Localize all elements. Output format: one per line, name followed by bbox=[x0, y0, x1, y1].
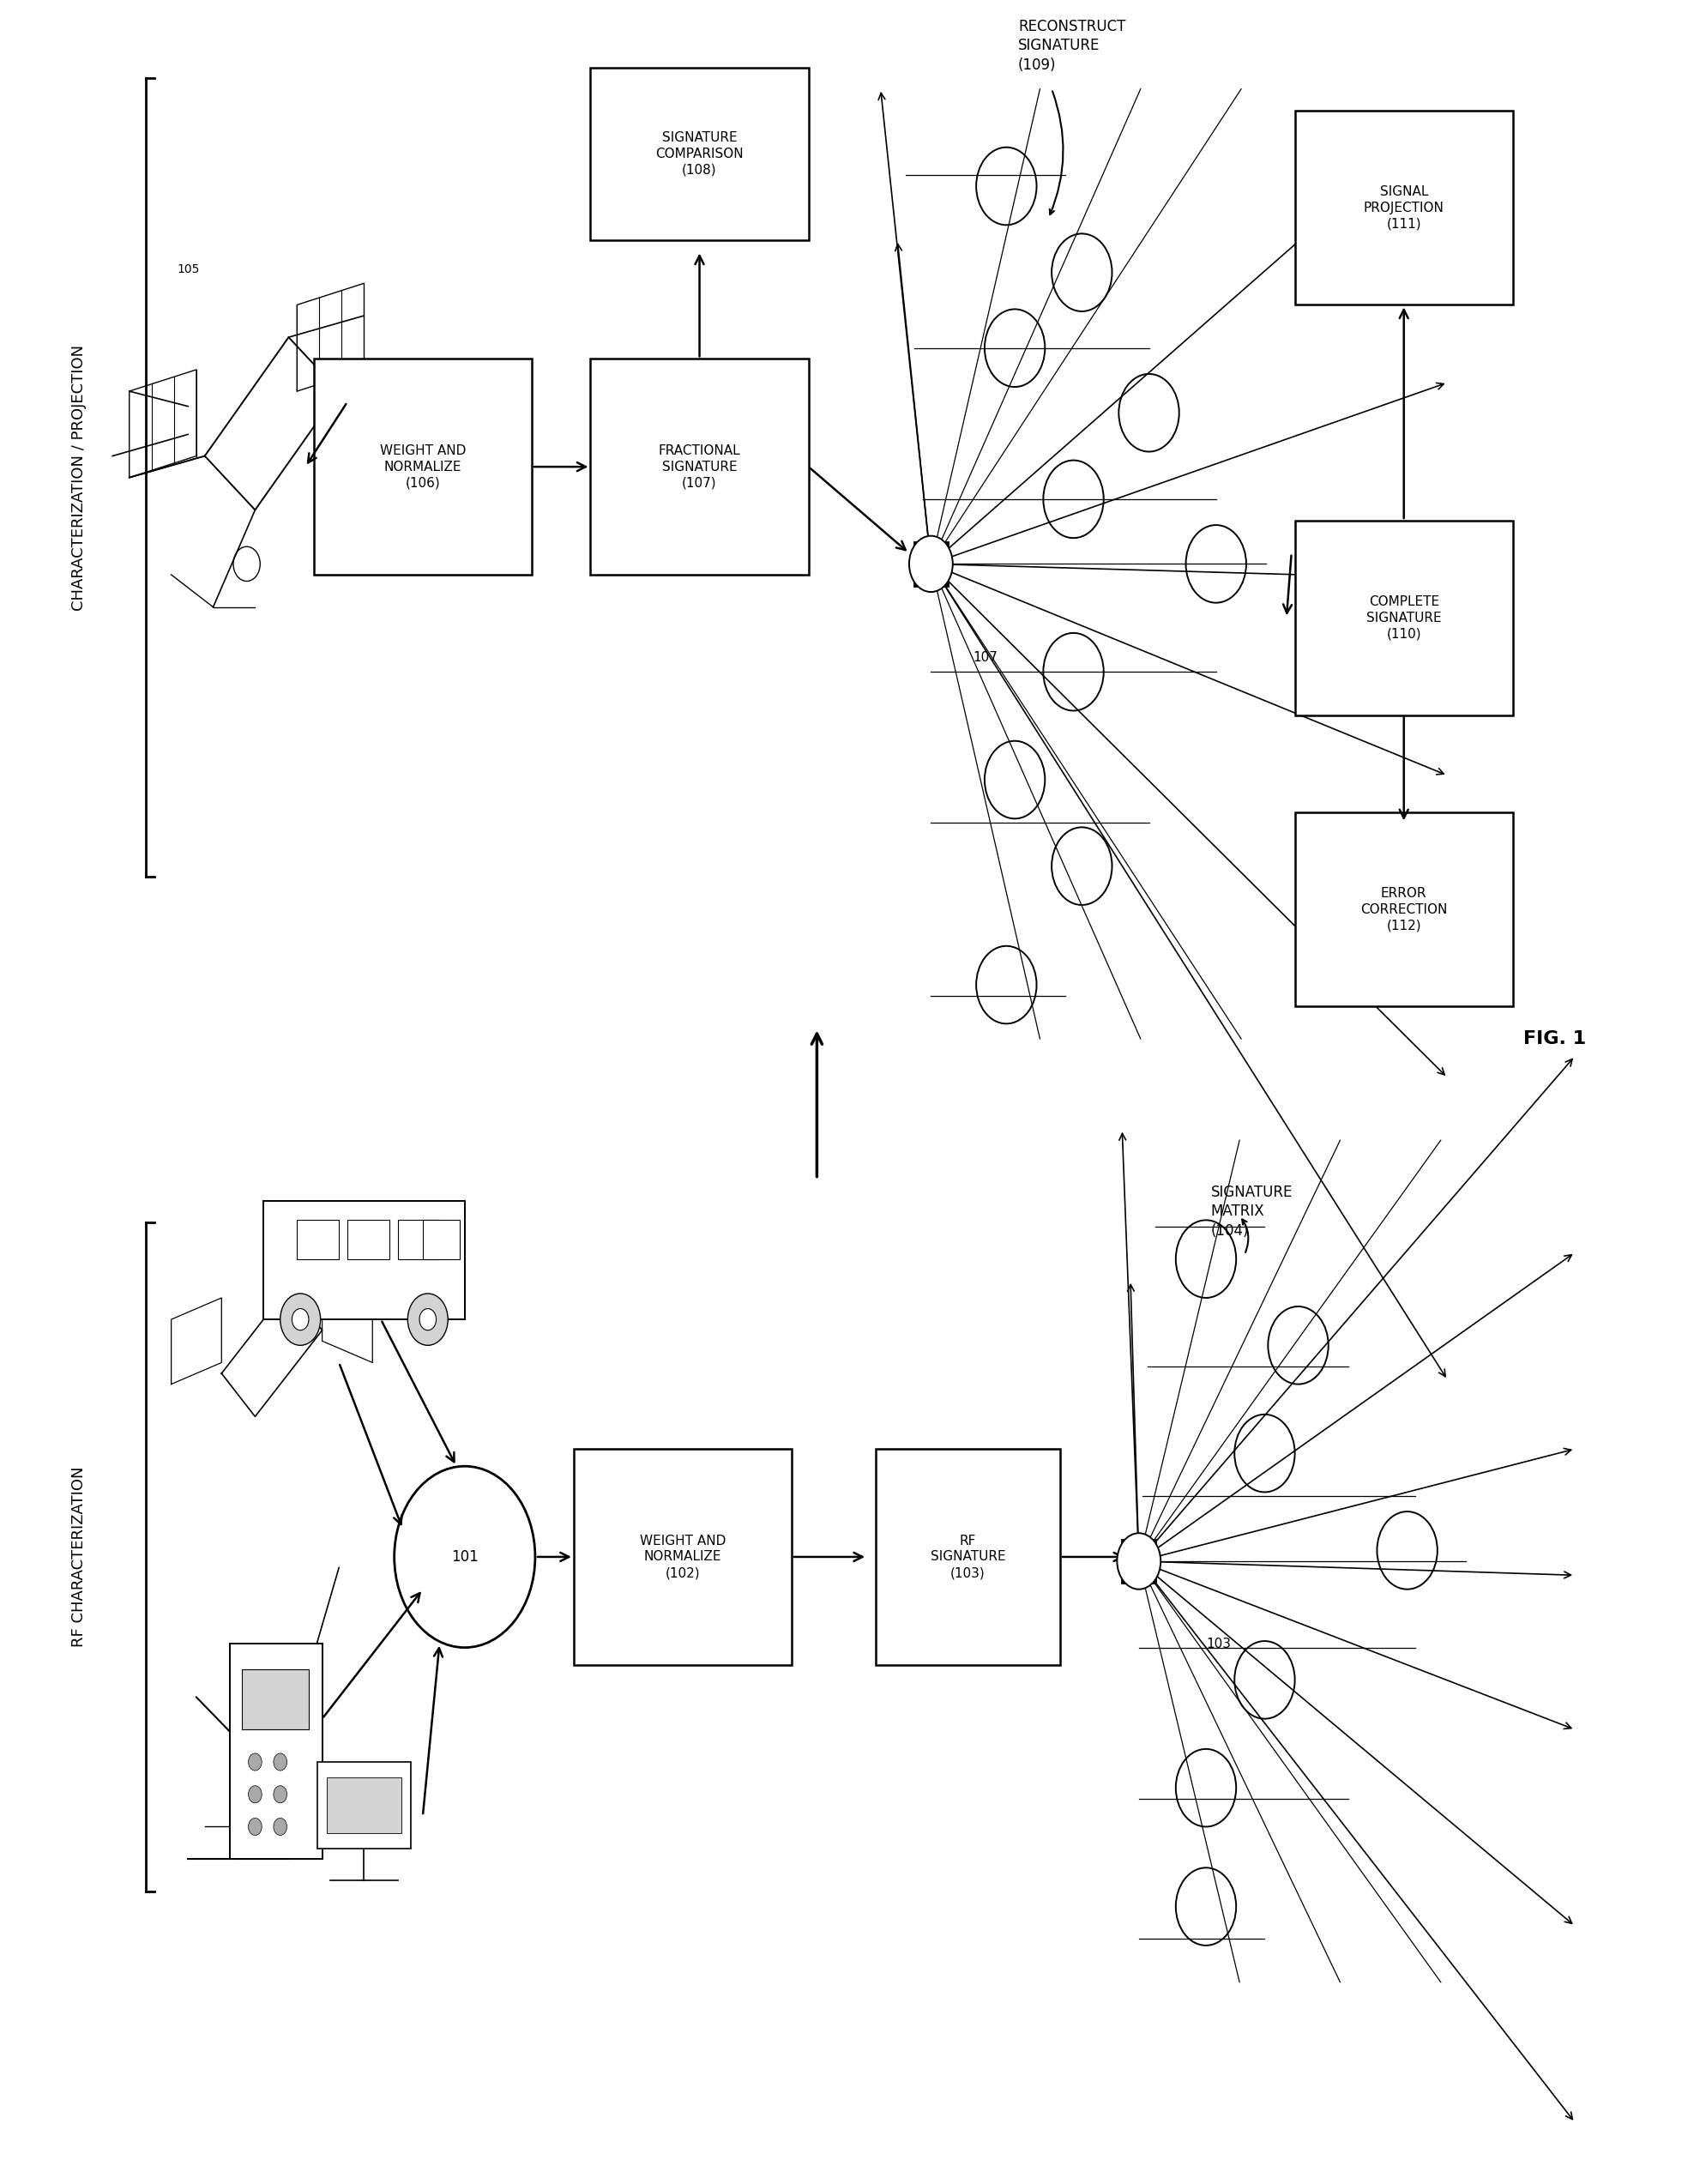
Text: ERROR
CORRECTION
(112): ERROR CORRECTION (112) bbox=[1360, 887, 1447, 933]
FancyBboxPatch shape bbox=[241, 1669, 309, 1730]
Text: RF
SIGNATURE
(103): RF SIGNATURE (103) bbox=[930, 1535, 1005, 1579]
FancyBboxPatch shape bbox=[573, 1448, 791, 1664]
FancyBboxPatch shape bbox=[590, 68, 807, 240]
FancyBboxPatch shape bbox=[1294, 520, 1511, 714]
Circle shape bbox=[274, 1754, 287, 1771]
Circle shape bbox=[292, 1308, 309, 1330]
FancyBboxPatch shape bbox=[264, 1201, 464, 1319]
FancyBboxPatch shape bbox=[913, 542, 947, 585]
Circle shape bbox=[248, 1754, 262, 1771]
Polygon shape bbox=[221, 1286, 321, 1417]
Text: 105: 105 bbox=[177, 262, 199, 275]
Circle shape bbox=[280, 1293, 320, 1345]
Text: WEIGHT AND
NORMALIZE
(102): WEIGHT AND NORMALIZE (102) bbox=[639, 1535, 726, 1579]
FancyBboxPatch shape bbox=[1294, 812, 1511, 1007]
FancyBboxPatch shape bbox=[423, 1221, 459, 1258]
Circle shape bbox=[394, 1465, 535, 1647]
Polygon shape bbox=[204, 336, 338, 509]
Text: FIG. 1: FIG. 1 bbox=[1523, 1031, 1586, 1048]
Text: SIGNAL
PROJECTION
(111): SIGNAL PROJECTION (111) bbox=[1363, 186, 1443, 229]
Text: RF CHARACTERIZATION: RF CHARACTERIZATION bbox=[71, 1468, 87, 1647]
Text: WEIGHT AND
NORMALIZE
(106): WEIGHT AND NORMALIZE (106) bbox=[379, 443, 466, 489]
FancyBboxPatch shape bbox=[347, 1221, 389, 1258]
FancyBboxPatch shape bbox=[230, 1642, 321, 1859]
Text: 107: 107 bbox=[972, 651, 998, 664]
FancyBboxPatch shape bbox=[590, 358, 807, 574]
FancyBboxPatch shape bbox=[398, 1221, 439, 1258]
Circle shape bbox=[274, 1787, 287, 1804]
FancyBboxPatch shape bbox=[316, 1762, 411, 1848]
FancyBboxPatch shape bbox=[326, 1778, 401, 1832]
FancyBboxPatch shape bbox=[313, 358, 532, 574]
Text: CHARACTERIZATION / PROJECTION: CHARACTERIZATION / PROJECTION bbox=[71, 345, 87, 612]
Circle shape bbox=[248, 1787, 262, 1804]
Text: SIGNATURE
COMPARISON
(108): SIGNATURE COMPARISON (108) bbox=[654, 131, 743, 177]
Circle shape bbox=[248, 1817, 262, 1835]
Circle shape bbox=[408, 1293, 447, 1345]
FancyBboxPatch shape bbox=[1294, 111, 1511, 306]
Circle shape bbox=[910, 535, 952, 592]
Text: 103: 103 bbox=[1205, 1638, 1231, 1651]
FancyBboxPatch shape bbox=[1122, 1540, 1154, 1583]
Circle shape bbox=[1117, 1533, 1159, 1590]
FancyBboxPatch shape bbox=[876, 1448, 1059, 1664]
FancyBboxPatch shape bbox=[297, 1221, 338, 1258]
Text: FRACTIONAL
SIGNATURE
(107): FRACTIONAL SIGNATURE (107) bbox=[658, 443, 740, 489]
Text: COMPLETE
SIGNATURE
(110): COMPLETE SIGNATURE (110) bbox=[1365, 596, 1440, 640]
Text: SIGNATURE
MATRIX
(104): SIGNATURE MATRIX (104) bbox=[1210, 1184, 1292, 1238]
Text: RECONSTRUCT
SIGNATURE
(109): RECONSTRUCT SIGNATURE (109) bbox=[1018, 20, 1125, 72]
Text: 101: 101 bbox=[450, 1548, 478, 1564]
Circle shape bbox=[420, 1308, 435, 1330]
Circle shape bbox=[274, 1817, 287, 1835]
